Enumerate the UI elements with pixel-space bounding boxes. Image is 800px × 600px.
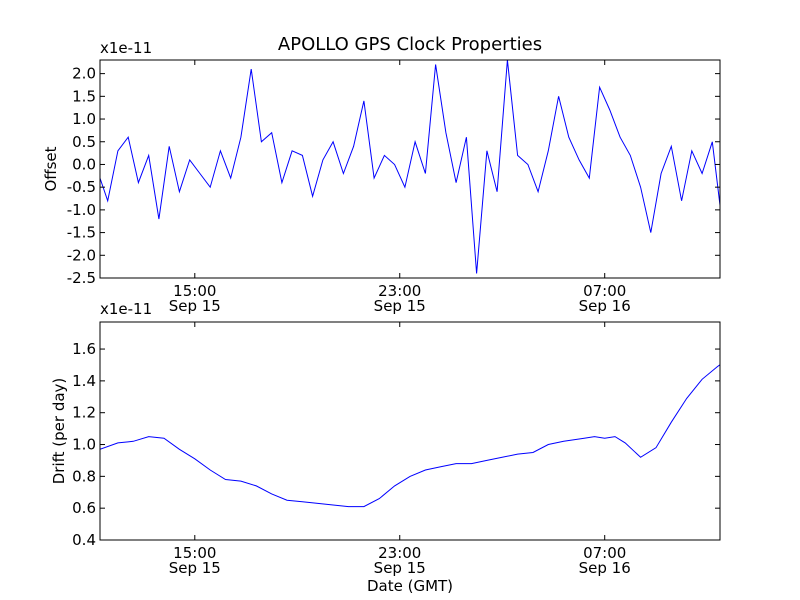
offset-xtick-time-label: 07:00 — [583, 282, 626, 300]
offset-xtick-date-label: Sep 15 — [374, 297, 426, 315]
drift-y-multiplier: x1e-11 — [100, 300, 152, 318]
offset-xtick-time-label: 15:00 — [173, 282, 216, 300]
drift-ytick-label: 1.4 — [72, 372, 96, 390]
offset-xtick-date-label: Sep 15 — [169, 297, 221, 315]
offset-y-label: Offset — [42, 146, 60, 191]
drift-plot-frame — [99, 321, 721, 541]
drift-series-line — [100, 364, 720, 508]
offset-series-layer — [100, 60, 720, 274]
offset-ytick-label: -1.5 — [67, 224, 96, 242]
drift-ytick-label: 0.8 — [72, 467, 96, 485]
offset-ytick-label: -2.0 — [67, 246, 96, 264]
drift-ytick-label: 1.0 — [72, 436, 96, 454]
drift-ytick-label: 1.2 — [72, 404, 96, 422]
offset-ticks-layer: -2.5 -2.0 -1.5 -1.0 -0.5 0.0 0.5 1.0 1.5 2.0 15:00… — [67, 60, 720, 315]
offset-ytick-label: 0.5 — [72, 133, 96, 151]
drift-ytick-label: 0.6 — [72, 499, 96, 517]
offset-ytick-label: 1.0 — [72, 110, 96, 128]
drift-series-layer — [100, 364, 720, 508]
offset-panel: x1e-11 -2.5 -2.0 -1.5 -1.0 -0.5 0.0 0.5 1.0 1.5 2… — [42, 39, 721, 315]
drift-xtick-date-label: Sep 16 — [579, 559, 631, 577]
offset-y-multiplier: x1e-11 — [100, 39, 152, 57]
offset-ytick-label: 2.0 — [72, 65, 96, 83]
offset-ytick-label: 0.0 — [72, 155, 96, 173]
chart-title: APOLLO GPS Clock Properties — [278, 34, 542, 55]
offset-ytick-label: -2.5 — [67, 269, 96, 287]
offset-series-line — [100, 60, 720, 274]
drift-y-label: Drift (per day) — [50, 378, 68, 485]
offset-xtick-time-label: 23:00 — [378, 282, 421, 300]
drift-ytick-label: 1.6 — [72, 340, 96, 358]
drift-xtick-time-label: 15:00 — [173, 544, 216, 562]
drift-x-label: Date (GMT) — [367, 577, 453, 595]
offset-ytick-label: -1.0 — [67, 201, 96, 219]
offset-xtick-date-label: Sep 16 — [579, 297, 631, 315]
drift-xtick-date-label: Sep 15 — [169, 559, 221, 577]
drift-xtick-date-label: Sep 15 — [374, 559, 426, 577]
drift-ytick-label: 0.4 — [72, 531, 96, 549]
drift-xtick-time-label: 07:00 — [583, 544, 626, 562]
drift-xtick-time-label: 23:00 — [378, 544, 421, 562]
offset-plot-frame — [99, 59, 721, 279]
offset-ytick-label: 1.5 — [72, 87, 96, 105]
offset-ytick-label: -0.5 — [67, 178, 96, 196]
